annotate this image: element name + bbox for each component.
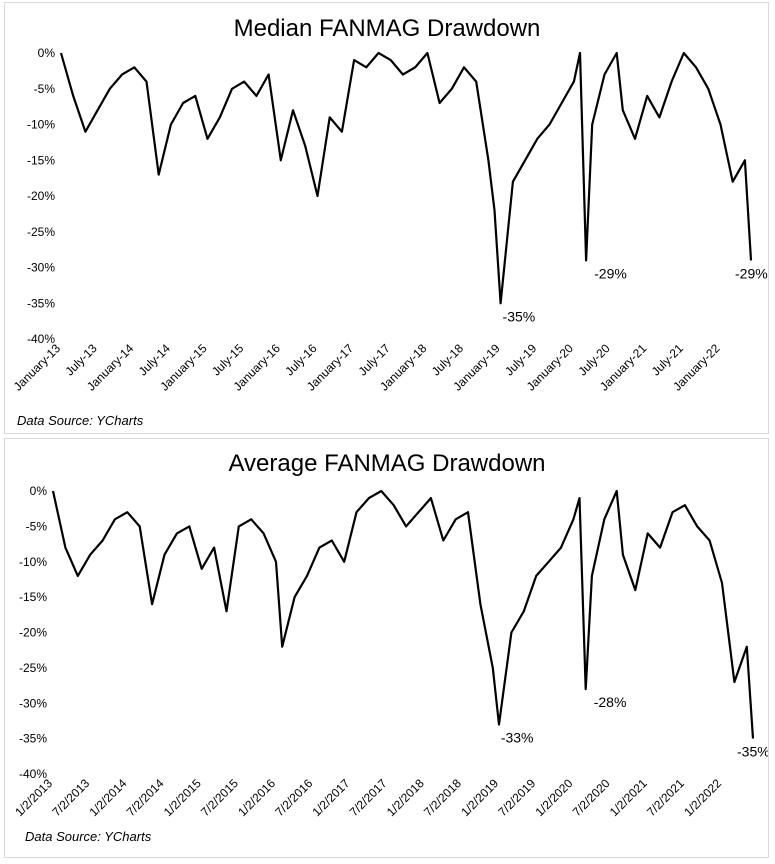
y-tick-label: -30%: [27, 261, 55, 275]
x-tick-label: 7/2/2017: [347, 776, 390, 819]
y-tick-label: -15%: [19, 590, 47, 604]
x-tick-label: 1/2/2016: [235, 776, 278, 819]
y-tick-label: -5%: [34, 82, 56, 96]
x-tick-label: 7/2/2014: [124, 776, 167, 819]
data-source-note: Data Source: YCharts: [25, 829, 152, 844]
chart-title: Median FANMAG Drawdown: [234, 15, 541, 42]
x-tick-label: 1/2/2015: [161, 776, 204, 819]
trough-annotation: -29%: [735, 265, 768, 281]
x-tick-label: 7/2/2013: [49, 776, 92, 819]
y-tick-label: -30%: [19, 696, 47, 710]
y-tick-label: -25%: [19, 661, 47, 675]
y-tick-label: -20%: [27, 189, 55, 203]
x-tick-label: 1/2/2020: [533, 776, 576, 819]
trough-annotation: -33%: [501, 729, 534, 745]
x-tick-label: 1/2/2022: [681, 776, 724, 819]
y-tick-label: -20%: [19, 626, 47, 640]
average-drawdown-chart: Average FANMAG Drawdown 0% -5% -10% -15% -20…: [12, 450, 768, 819]
trough-annotation: -35%: [737, 744, 768, 760]
data-source-note: Data Source: YCharts: [17, 413, 144, 428]
y-tick-label: -40%: [19, 767, 47, 781]
y-tick-label: -35%: [27, 296, 55, 310]
y-tick-label: 0%: [38, 46, 56, 60]
trough-annotation: -29%: [594, 265, 627, 281]
y-tick-label: -5%: [26, 519, 48, 533]
x-tick-label: January-13: [11, 341, 64, 394]
x-tick-label: 1/2/2018: [384, 776, 427, 819]
y-tick-label: -40%: [27, 332, 55, 346]
x-tick-label: 1/2/2021: [607, 776, 650, 819]
y-tick-label: -10%: [19, 555, 47, 569]
x-tick-label: 1/2/2017: [310, 776, 353, 819]
x-tick-label: 7/2/2019: [495, 776, 538, 819]
x-tick-label: 1/2/2019: [458, 776, 501, 819]
chart-title: Average FANMAG Drawdown: [228, 450, 545, 477]
median-drawdown-chart: Median FANMAG Drawdown 0% -5% -10% -15% -20%…: [11, 15, 768, 394]
average-chart-panel: Average FANMAG Drawdown 0% -5% -10% -15% -20…: [4, 438, 769, 858]
x-tick-label: 1/2/2014: [87, 776, 130, 819]
x-tick-label: 7/2/2020: [570, 776, 613, 819]
median-chart-panel: Median FANMAG Drawdown 0% -5% -10% -15% -20%…: [4, 2, 769, 434]
y-tick-label: -10%: [27, 118, 55, 132]
y-tick-label: -35%: [19, 732, 47, 746]
drawdown-series-line: [51, 489, 755, 739]
y-tick-label: -15%: [27, 153, 55, 167]
trough-annotation: -28%: [594, 694, 627, 710]
x-tick-label: 7/2/2016: [272, 776, 315, 819]
y-tick-label: -25%: [27, 225, 55, 239]
y-tick-label: 0%: [30, 484, 48, 498]
x-tick-label: 7/2/2015: [198, 776, 241, 819]
x-tick-label: 7/2/2021: [644, 776, 687, 819]
x-tick-label: 7/2/2018: [421, 776, 464, 819]
x-tick-label: 1/2/2013: [12, 776, 55, 819]
trough-annotation: -35%: [503, 308, 536, 324]
drawdown-series-line: [59, 51, 753, 305]
